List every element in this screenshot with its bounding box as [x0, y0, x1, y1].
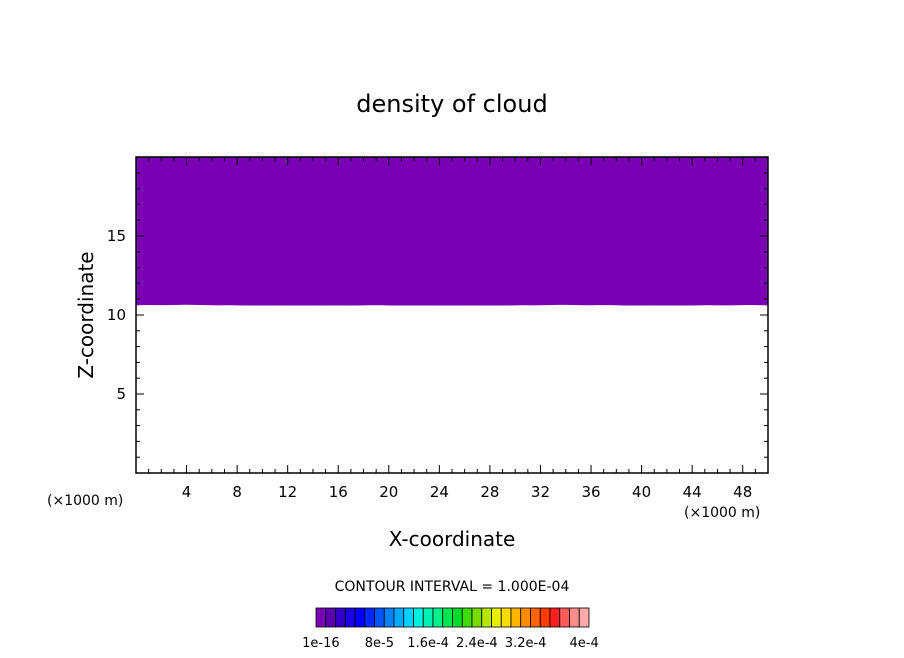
y-axis-label: Z-coordinate [74, 251, 98, 378]
colorbar-swatch [393, 607, 405, 628]
y-tick-label: 15 [107, 227, 126, 245]
y-unit-label: (×1000 m) [47, 493, 123, 509]
y-axis-ticks: 5 10 15 [107, 172, 768, 458]
contour-interval-label: CONTOUR INTERVAL = 1.000E-04 [335, 579, 570, 595]
chart-title: density of cloud [356, 90, 547, 118]
colorbar-swatch [452, 607, 463, 628]
plot-area [136, 157, 768, 473]
colorbar-swatch [520, 607, 531, 628]
x-axis-ticks: 4 8 12 16 20 24 28 32 36 40 44 48 [148, 157, 756, 501]
x-tick-label: 8 [232, 483, 242, 501]
colorbar-swatch [335, 607, 346, 628]
x-tick-label: 16 [329, 483, 348, 501]
colorbar-swatch [491, 607, 502, 628]
colorbar-tick-label: 8e-5 [365, 636, 394, 651]
colorbar-swatch [315, 607, 327, 628]
x-tick-label: 40 [632, 483, 651, 501]
x-tick-label: 20 [379, 483, 398, 501]
colorbar-swatch [383, 607, 395, 628]
colorbar-swatch [422, 607, 434, 628]
y-tick-label: 5 [116, 385, 126, 403]
colorbar-swatch [471, 607, 483, 628]
colorbar: 1e-16 8e-5 1.6e-4 2.4e-4 3.2e-4 4e-4 [302, 607, 599, 651]
x-axis-label: X-coordinate [389, 527, 516, 551]
contour-band [136, 157, 768, 307]
x-tick-label: 12 [278, 483, 297, 501]
x-tick-label: 24 [430, 483, 449, 501]
x-tick-label: 32 [531, 483, 550, 501]
colorbar-swatch [374, 607, 385, 628]
colorbar-swatch [500, 607, 512, 628]
colorbar-swatch [354, 607, 366, 628]
colorbar-swatch [549, 607, 561, 628]
colorbar-swatch [539, 607, 551, 628]
colorbar-swatch [530, 607, 541, 628]
colorbar-swatch [325, 607, 336, 628]
colorbar-swatch [559, 607, 570, 628]
y-tick-label: 10 [107, 306, 126, 324]
x-tick-label: 44 [683, 483, 702, 501]
x-unit-label: (×1000 m) [684, 505, 760, 521]
no-cloud-region [136, 305, 768, 473]
colorbar-swatch [344, 607, 356, 628]
colorbar-swatch [510, 607, 522, 628]
colorbar-swatch [569, 607, 580, 628]
x-tick-label: 36 [581, 483, 600, 501]
colorbar-swatch [442, 607, 453, 628]
colorbar-tick-label: 2.4e-4 [456, 636, 498, 651]
x-tick-label: 48 [733, 483, 752, 501]
colorbar-swatch [578, 607, 590, 628]
x-tick-label: 28 [480, 483, 499, 501]
colorbar-swatch [364, 607, 375, 628]
colorbar-swatch [403, 607, 414, 628]
colorbar-tick-label: 1e-16 [302, 636, 340, 651]
colorbar-swatch [461, 607, 473, 628]
colorbar-swatch [432, 607, 444, 628]
colorbar-swatch [481, 607, 492, 628]
x-tick-label: 4 [182, 483, 192, 501]
colorbar-tick-label: 4e-4 [570, 636, 599, 651]
colorbar-tick-label: 1.6e-4 [407, 636, 449, 651]
colorbar-swatch [413, 607, 424, 628]
colorbar-tick-label: 3.2e-4 [505, 636, 547, 651]
